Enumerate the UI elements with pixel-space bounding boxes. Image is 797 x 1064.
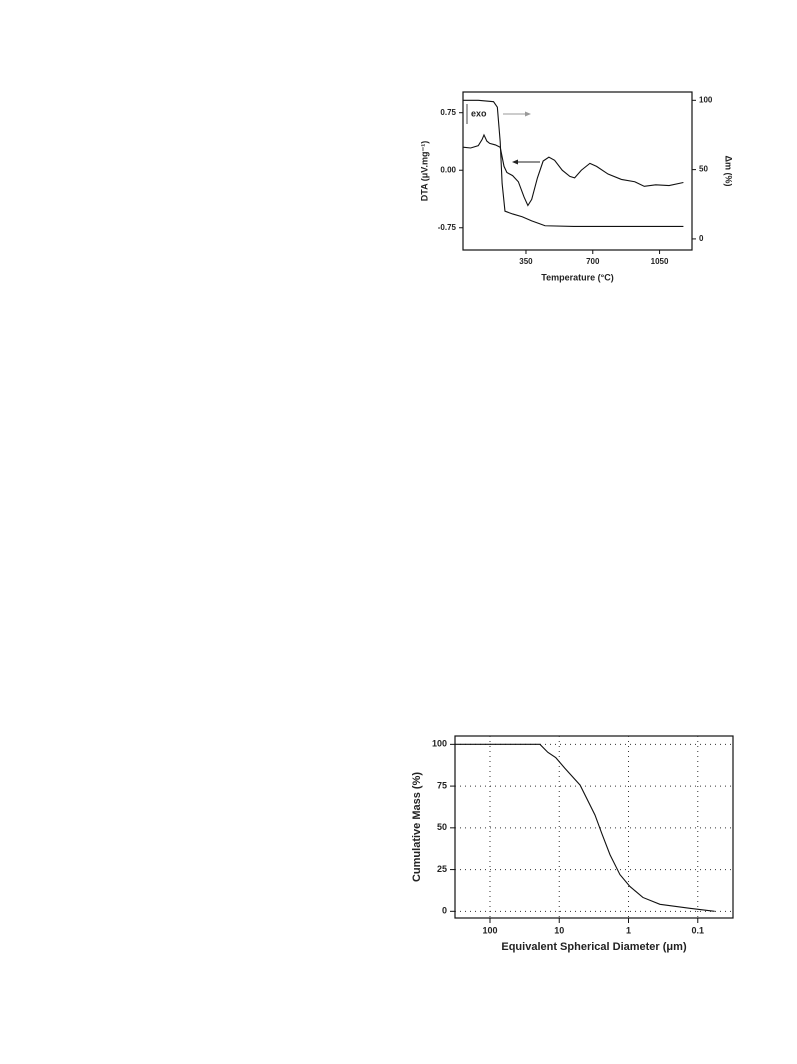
data-line (455, 743, 715, 912)
annotation: exo (471, 108, 487, 118)
y-tick-label: 0.75 (440, 108, 456, 117)
arrow-head (525, 111, 531, 117)
x-axis-label: Equivalent Spherical Diameter (μm) (501, 941, 687, 953)
y-tick-label: 0 (442, 906, 447, 916)
plot-frame (454, 735, 734, 919)
y2-tick-label: 100 (699, 95, 713, 104)
y-tick-label: 50 (437, 822, 447, 832)
y-axis-label: Cumulative Mass (%) (411, 772, 423, 882)
y2-tick-label: 50 (699, 165, 708, 174)
arrow-head (512, 159, 518, 165)
y-tick-label: 25 (437, 864, 447, 874)
y2-tick-label: 0 (699, 234, 704, 243)
x-tick-label: 0.1 (692, 925, 705, 935)
y-tick-label: 75 (437, 780, 447, 790)
x-tick-label: 1 (626, 925, 631, 935)
x-tick-label: 350 (519, 257, 533, 266)
data-line (462, 133, 684, 207)
y2-axis-label: Δm (%) (724, 156, 734, 187)
y-tick-label: 0.00 (440, 165, 456, 174)
plot-frame (462, 91, 693, 251)
x-tick-label: 700 (586, 257, 600, 266)
x-tick-label: 1050 (651, 257, 669, 266)
x-axis-label: Temperature (°C) (541, 272, 613, 282)
x-tick-label: 10 (554, 925, 564, 935)
y-axis-label: DTA (μV.mg⁻¹) (419, 141, 429, 201)
y-tick-label: 100 (432, 739, 447, 749)
x-tick-label: 100 (482, 925, 497, 935)
y-tick-label: -0.75 (438, 223, 457, 232)
data-line (463, 99, 684, 227)
